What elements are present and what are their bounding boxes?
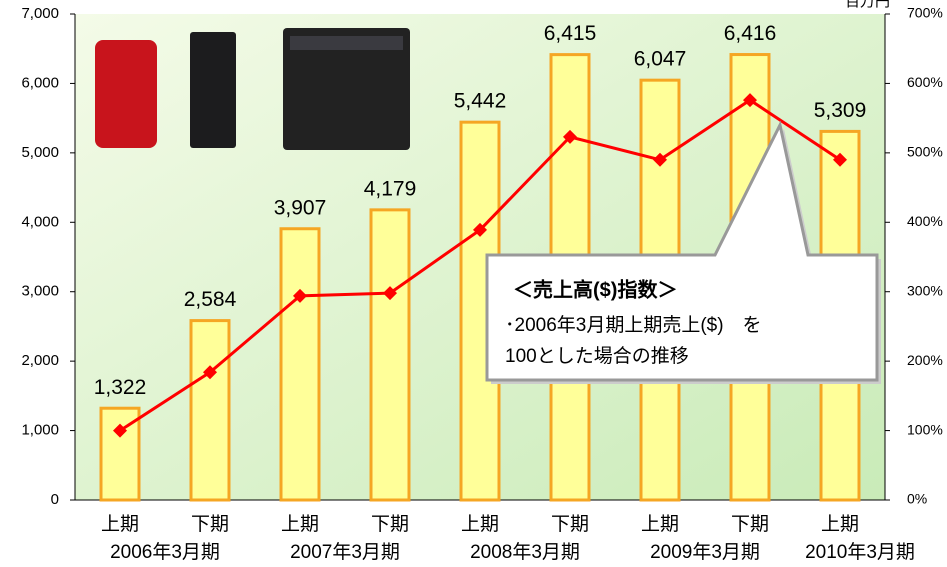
x-tick-label: 下期 [191, 513, 229, 535]
y-tick-label: 2,000 [21, 352, 59, 369]
x-tick-label: 上期 [281, 513, 319, 535]
x-tick-label: 下期 [551, 513, 589, 535]
bar [281, 229, 319, 500]
data-label: 6,415 [544, 22, 597, 45]
nas-panel [290, 36, 403, 50]
y2-tick-label: 200% [907, 352, 943, 368]
y2-tick-label: 500% [907, 144, 943, 160]
product-black-drive [190, 32, 236, 148]
y-axis-label: 百万円 [845, 0, 890, 10]
y2-tick-label: 300% [907, 282, 943, 298]
x-group-label: 2007年3月期 [290, 541, 400, 563]
product-red-drive [95, 40, 157, 148]
y-tick-label: 0 [51, 491, 59, 508]
data-label: 6,047 [634, 48, 687, 71]
x-group-label: 2008年3月期 [470, 541, 580, 563]
x-group-label: 2009年3月期 [650, 541, 760, 563]
y2-tick-label: 700% [907, 5, 943, 21]
data-label: 4,179 [364, 177, 417, 200]
chart: 百万円 0 1,000 2,000 3,000 4,000 5,000 6,000 7,000… [0, 0, 947, 567]
y-tick-label: 3,000 [21, 283, 59, 300]
data-label: 5,309 [814, 99, 867, 122]
y-tick-label: 6,000 [21, 74, 59, 91]
y2-tick-label: 600% [907, 74, 943, 90]
x-tick-label: 下期 [371, 513, 409, 535]
x-tick-label: 上期 [821, 513, 859, 535]
data-label: 2,584 [184, 288, 237, 311]
y-tick-label: 7,000 [21, 5, 59, 22]
callout-title: ＜売上高($)指数＞ [513, 277, 677, 301]
callout-text: 100とした場合の推移 [505, 345, 689, 367]
data-label: 5,442 [454, 90, 507, 113]
x-tick-label: 上期 [461, 513, 499, 535]
callout-text: ･2006年3月期上期売上($) を [505, 314, 762, 336]
y2-tick-label: 100% [907, 421, 943, 437]
y-tick-label: 1,000 [21, 422, 59, 439]
x-group-label: 2010年3月期 [805, 541, 915, 563]
bar [191, 321, 229, 500]
data-label: 6,416 [724, 22, 777, 45]
bar [371, 210, 409, 500]
x-tick-label: 下期 [731, 513, 769, 535]
y-tick-label: 4,000 [21, 213, 59, 230]
x-group-label: 2006年3月期 [110, 541, 220, 563]
data-label: 3,907 [274, 196, 327, 219]
x-tick-label: 上期 [101, 513, 139, 535]
y2-tick-label: 0% [907, 491, 927, 507]
data-label: 1,322 [94, 376, 147, 399]
y2-tick-label: 400% [907, 213, 943, 229]
y-tick-label: 5,000 [21, 144, 59, 161]
x-tick-label: 上期 [641, 513, 679, 535]
